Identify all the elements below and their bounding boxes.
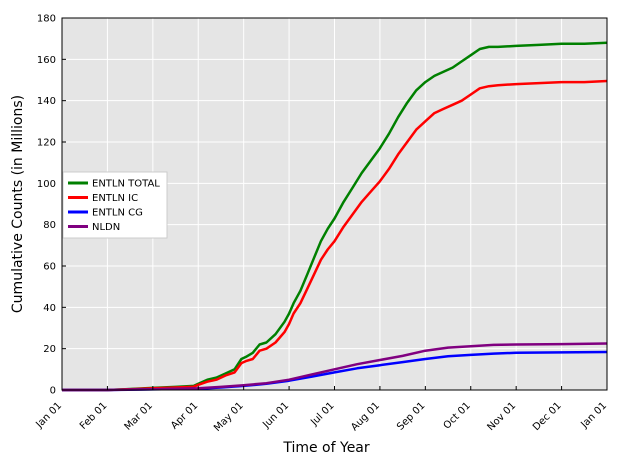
x-tick-label: Dec 01 <box>531 400 564 433</box>
y-tick-label: 60 <box>43 262 56 273</box>
x-axis-title: Time of Year <box>282 440 370 456</box>
series-line-nldn <box>62 342 608 392</box>
series-line-entln-total <box>62 41 608 392</box>
x-tick-label: Sep 01 <box>395 400 427 432</box>
x-tick-label: Jan 01 <box>578 400 609 431</box>
legend-label: ENTLN TOTAL <box>92 179 160 190</box>
y-axis-title: Cumulative Counts (in Millions) <box>10 95 26 313</box>
y-tick-label: 180 <box>37 14 56 25</box>
x-tick-label: Apr 01 <box>169 400 200 431</box>
y-tick-label: 0 <box>50 386 56 397</box>
y-tick-label: 80 <box>43 220 56 231</box>
x-tick-label: Jun 01 <box>260 400 291 431</box>
legend-label: NLDN <box>92 222 120 233</box>
x-tick-label: Jan 01 <box>33 400 64 431</box>
x-tick-label: Oct 01 <box>442 400 473 431</box>
legend-label: ENTLN IC <box>92 193 138 204</box>
y-tick-label: 100 <box>37 179 56 190</box>
x-tick-label: Mar 01 <box>123 400 155 432</box>
series-line-entln-ic <box>62 79 608 392</box>
y-tick-label: 140 <box>37 96 56 107</box>
y-tick-label: 20 <box>43 344 56 355</box>
y-tick-label: 40 <box>43 303 56 314</box>
x-axis-ticks: Jan 01 Feb 01 Mar 01 Apr 01 May 01 Jun 01 Jul … <box>33 386 609 434</box>
y-tick-label: 120 <box>37 138 56 149</box>
legend-label: ENTLN CG <box>92 208 143 219</box>
legend: ENTLN TOTAL ENTLN IC ENTLN CG NLDN <box>62 171 168 239</box>
x-tick-label: May 01 <box>212 400 246 434</box>
x-tick-label: Feb 01 <box>78 400 110 432</box>
x-tick-label: Aug 01 <box>349 400 382 433</box>
y-tick-label: 160 <box>37 55 56 66</box>
series-lines <box>62 41 608 392</box>
x-tick-label: Jul 01 <box>308 400 336 428</box>
x-tick-label: Nov 01 <box>485 400 518 433</box>
